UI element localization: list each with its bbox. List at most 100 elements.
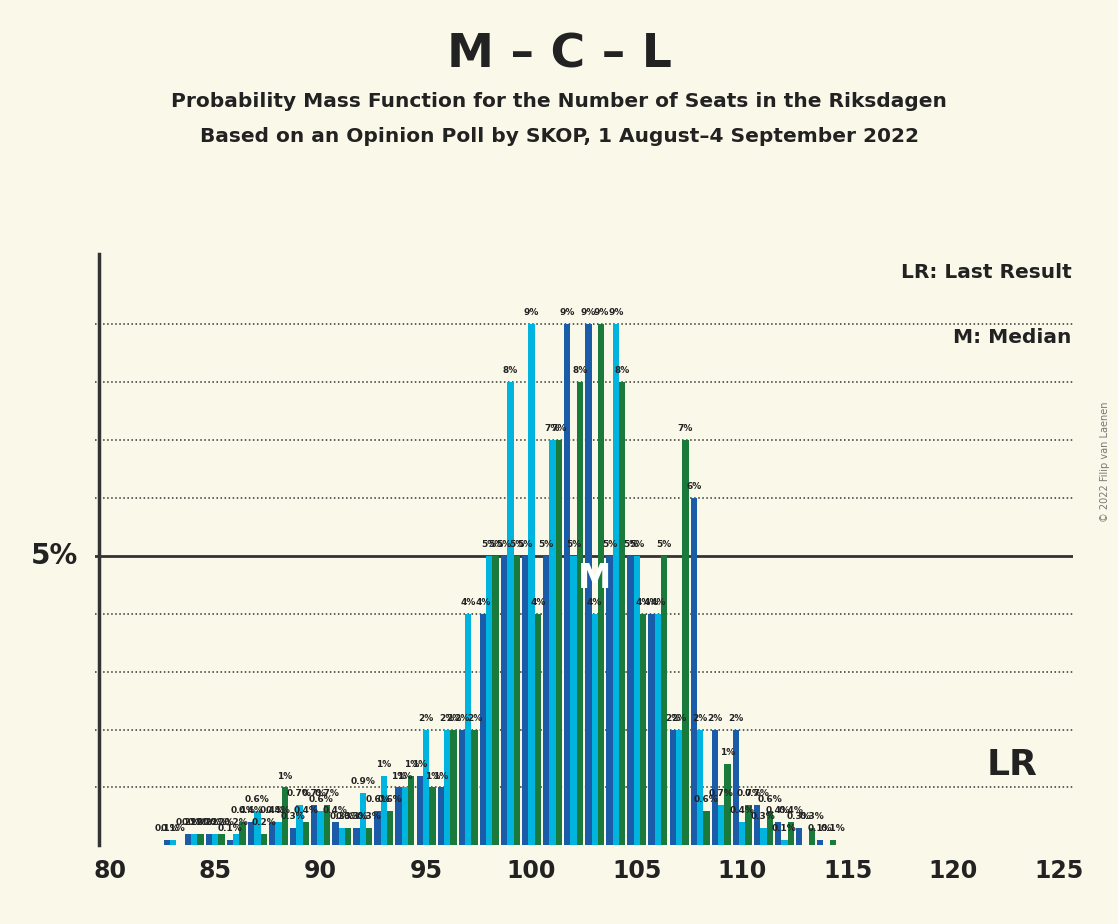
Bar	[218, 833, 225, 845]
Text: 5%: 5%	[482, 540, 496, 549]
Text: 0.7%: 0.7%	[314, 789, 340, 798]
Bar	[269, 822, 275, 845]
Text: 1%: 1%	[391, 772, 406, 781]
Bar	[381, 776, 387, 845]
Text: 5%: 5%	[509, 540, 524, 549]
Bar	[290, 828, 296, 845]
Bar	[534, 614, 541, 845]
Bar	[634, 555, 639, 845]
Bar	[739, 822, 746, 845]
Bar	[451, 730, 456, 845]
Bar	[606, 555, 613, 845]
Bar	[429, 787, 436, 845]
Text: 0.4%: 0.4%	[766, 807, 790, 815]
Bar	[796, 828, 803, 845]
Text: 5%: 5%	[623, 540, 638, 549]
Text: 0.4%: 0.4%	[266, 807, 291, 815]
Text: 7%: 7%	[551, 424, 567, 432]
Text: 0.6%: 0.6%	[694, 795, 719, 804]
Text: LR: Last Result: LR: Last Result	[901, 263, 1071, 282]
Text: 8%: 8%	[615, 366, 629, 375]
Text: M: Median: M: Median	[953, 328, 1071, 347]
Bar	[775, 822, 781, 845]
Bar	[465, 614, 472, 845]
Text: 0.2%: 0.2%	[176, 818, 200, 827]
Bar	[754, 805, 760, 845]
Bar	[682, 440, 689, 845]
Bar	[703, 810, 710, 845]
Text: 5%: 5%	[31, 541, 78, 569]
Text: 0.7%: 0.7%	[287, 789, 312, 798]
Text: 2%: 2%	[708, 713, 722, 723]
Bar	[648, 614, 655, 845]
Bar	[787, 822, 794, 845]
Text: 0.1%: 0.1%	[808, 823, 833, 833]
Text: 9%: 9%	[608, 308, 624, 317]
Bar	[585, 323, 591, 845]
Bar	[670, 730, 676, 845]
Bar	[437, 787, 444, 845]
Text: 5%: 5%	[601, 540, 617, 549]
Bar	[480, 614, 486, 845]
Bar	[577, 382, 584, 845]
Text: 8%: 8%	[572, 366, 588, 375]
Text: 0.7%: 0.7%	[709, 789, 733, 798]
Bar	[808, 828, 815, 845]
Bar	[591, 614, 598, 845]
Text: 5%: 5%	[629, 540, 644, 549]
Bar	[565, 323, 570, 845]
Text: 1%: 1%	[425, 772, 440, 781]
Bar	[732, 730, 739, 845]
Bar	[423, 730, 429, 845]
Text: 1%: 1%	[397, 772, 413, 781]
Text: 0.2%: 0.2%	[202, 818, 228, 827]
Text: 1%: 1%	[433, 772, 448, 781]
Bar	[212, 833, 218, 845]
Bar	[324, 805, 330, 845]
Text: 1%: 1%	[277, 772, 293, 781]
Bar	[197, 833, 203, 845]
Text: 2%: 2%	[439, 713, 455, 723]
Text: 5%: 5%	[656, 540, 672, 549]
Text: Based on an Opinion Poll by SKOP, 1 August–4 September 2022: Based on an Opinion Poll by SKOP, 1 Augu…	[199, 127, 919, 146]
Text: 2%: 2%	[692, 713, 708, 723]
Bar	[254, 810, 260, 845]
Bar	[492, 555, 499, 845]
Text: 2%: 2%	[665, 713, 681, 723]
Text: 1%: 1%	[413, 760, 427, 769]
Bar	[163, 840, 170, 845]
Text: 0.7%: 0.7%	[736, 789, 761, 798]
Text: 1%: 1%	[404, 760, 419, 769]
Bar	[332, 822, 339, 845]
Bar	[296, 805, 303, 845]
Bar	[570, 555, 577, 845]
Bar	[549, 440, 556, 845]
Text: 9%: 9%	[580, 308, 596, 317]
Text: 0.1%: 0.1%	[218, 823, 243, 833]
Text: 2%: 2%	[446, 713, 461, 723]
Text: 0.4%: 0.4%	[730, 807, 755, 815]
Bar	[697, 730, 703, 845]
Bar	[417, 776, 423, 845]
Text: 4%: 4%	[530, 598, 546, 606]
Bar	[275, 822, 282, 845]
Text: 0.2%: 0.2%	[209, 818, 234, 827]
Text: 4%: 4%	[635, 598, 651, 606]
Text: 0.4%: 0.4%	[230, 807, 255, 815]
Text: 5%: 5%	[496, 540, 512, 549]
Text: 0.1%: 0.1%	[154, 823, 179, 833]
Bar	[830, 840, 836, 845]
Bar	[655, 614, 661, 845]
Bar	[639, 614, 646, 845]
Text: 0.3%: 0.3%	[281, 812, 305, 821]
Text: 0.3%: 0.3%	[335, 812, 360, 821]
Text: 0.6%: 0.6%	[366, 795, 390, 804]
Bar	[724, 764, 731, 845]
Bar	[401, 787, 408, 845]
Bar	[627, 555, 634, 845]
Text: 5%: 5%	[487, 540, 503, 549]
Bar	[339, 828, 344, 845]
Bar	[311, 805, 318, 845]
Bar	[191, 833, 197, 845]
Bar	[227, 840, 234, 845]
